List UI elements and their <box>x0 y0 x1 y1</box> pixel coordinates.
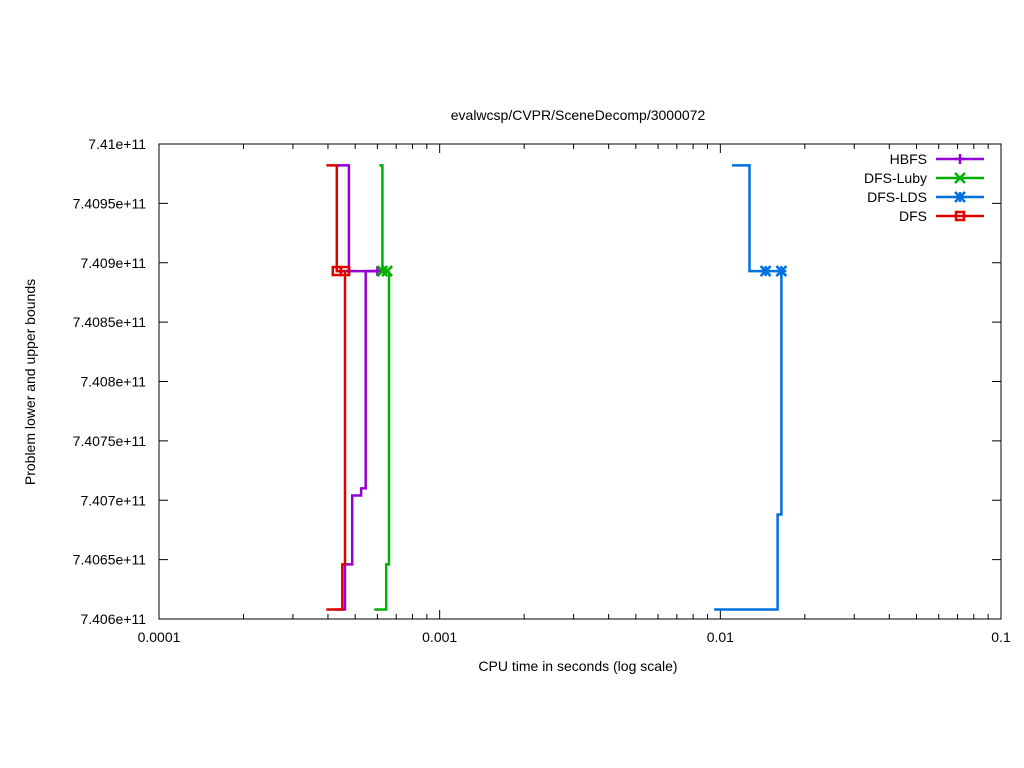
legend-item: DFS <box>899 208 984 224</box>
y-tick-label: 7.41e+11 <box>88 136 146 152</box>
y-tick-label: 7.4095e+11 <box>73 195 147 211</box>
x-axis: 0.0001 0.001 0.01 0.1 <box>138 144 1011 645</box>
y-tick-label: 7.4075e+11 <box>73 433 147 449</box>
series-upper-bound-line <box>379 164 388 273</box>
y-tick-label: 7.407e+11 <box>80 492 146 508</box>
x-axis-label: CPU time in seconds (log scale) <box>478 658 677 674</box>
series-hbfs <box>336 164 383 611</box>
x-tick-label: 0.001 <box>422 629 457 645</box>
data-point-marker <box>759 265 772 277</box>
legend-label: DFS-LDS <box>867 189 927 205</box>
data-point-marker <box>376 265 389 277</box>
legend-item: DFS-LDS <box>867 189 984 205</box>
legend-item: HBFS <box>890 151 984 167</box>
series-lower-bound-line <box>336 269 378 611</box>
legend-label: DFS-Luby <box>864 170 927 186</box>
x-tick-label: 0.0001 <box>138 629 181 645</box>
legend-marker <box>954 172 966 184</box>
series-lower-bound-line <box>714 271 783 611</box>
series-lower-bound-line <box>374 271 391 611</box>
legend-marker <box>954 191 966 203</box>
plot-frame <box>158 143 1002 620</box>
y-tick-label: 7.408e+11 <box>80 374 146 390</box>
data-point-marker <box>775 265 788 277</box>
y-tick-label: 7.406e+11 <box>80 611 146 627</box>
data-point-marker <box>339 265 351 277</box>
y-axis-label: Problem lower and upper bounds <box>22 279 38 485</box>
series-dfs-lds <box>714 164 788 611</box>
series-dfs <box>326 164 351 611</box>
y-tick-label: 7.4065e+11 <box>73 552 147 568</box>
legend: HBFS DFS-Luby DFS-LDS DFS <box>864 151 984 224</box>
y-axis: 7.406e+11 7.4065e+11 7.407e+11 7.4075e+11 7.… <box>73 136 1001 627</box>
series-upper-bound-line <box>336 164 378 273</box>
y-tick-label: 7.4085e+11 <box>73 314 147 330</box>
series-upper-bound-line <box>326 164 345 273</box>
chart-title: evalwcsp/CVPR/SceneDecomp/3000072 <box>451 107 706 123</box>
legend-label: HBFS <box>890 151 927 167</box>
legend-item: DFS-Luby <box>864 170 984 186</box>
data-point-marker <box>381 265 394 277</box>
series-layer <box>326 164 788 611</box>
legend-marker <box>954 210 966 222</box>
series-lower-bound-line <box>326 271 347 611</box>
series-dfs-luby <box>374 164 394 611</box>
y-tick-label: 7.409e+11 <box>80 255 146 271</box>
x-tick-label: 0.1 <box>991 629 1011 645</box>
legend-marker <box>955 154 965 164</box>
legend-label: DFS <box>899 208 927 224</box>
x-tick-label: 0.01 <box>707 629 734 645</box>
series-upper-bound-line <box>732 164 782 273</box>
